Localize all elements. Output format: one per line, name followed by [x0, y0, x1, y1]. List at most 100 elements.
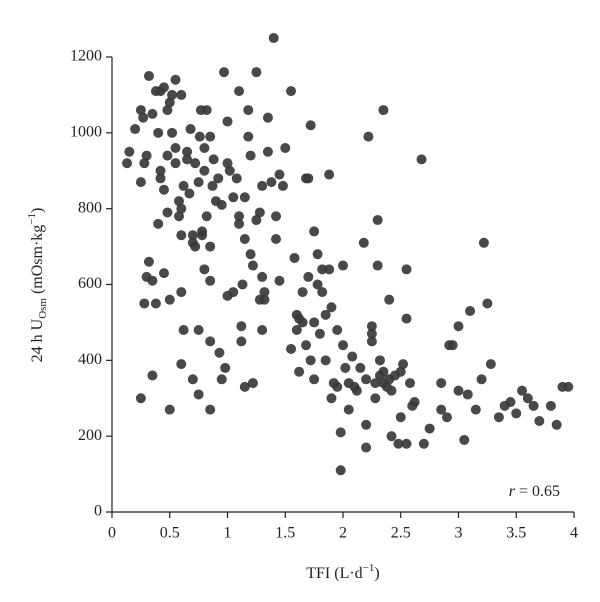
annotation: r = 0.65 [509, 483, 560, 500]
point [257, 180, 268, 191]
point [453, 321, 464, 332]
point [528, 400, 539, 411]
point [271, 234, 282, 244]
point [294, 366, 305, 377]
point [158, 184, 169, 195]
point [280, 143, 291, 153]
point [395, 366, 406, 377]
point [243, 131, 254, 142]
point [370, 393, 381, 404]
point [297, 317, 308, 328]
y-label-sup: −1 [26, 213, 38, 225]
point [170, 74, 181, 85]
point [176, 287, 187, 298]
point [266, 177, 277, 188]
point [147, 108, 158, 119]
point [173, 211, 184, 222]
point [262, 112, 273, 123]
point [222, 116, 233, 127]
point [205, 275, 216, 286]
point [205, 131, 216, 142]
point [245, 150, 256, 161]
point [205, 241, 216, 252]
point [343, 404, 354, 415]
point [401, 313, 412, 324]
point [150, 298, 161, 309]
point [418, 438, 429, 449]
point [130, 124, 141, 135]
point [309, 317, 320, 328]
point [213, 173, 224, 184]
point [164, 404, 175, 415]
point [207, 180, 218, 191]
point [378, 366, 389, 377]
point [384, 294, 395, 305]
point [277, 180, 288, 191]
point [361, 374, 372, 385]
x-label-text: TFI (L·d [306, 565, 362, 582]
point [141, 150, 152, 161]
point [309, 374, 320, 385]
point [245, 249, 256, 260]
point [178, 180, 189, 191]
point [257, 325, 268, 335]
point [393, 438, 404, 449]
point [401, 264, 412, 275]
point [465, 306, 476, 317]
point [224, 165, 235, 176]
x-tick-label: 2 [339, 525, 347, 542]
point [153, 218, 164, 229]
point [257, 271, 268, 282]
point [386, 431, 397, 442]
point [194, 131, 205, 142]
point [459, 434, 470, 445]
point [158, 82, 169, 93]
point [303, 271, 314, 282]
point [239, 234, 250, 244]
point [164, 97, 175, 108]
point [208, 154, 219, 165]
point [199, 165, 210, 176]
point [447, 340, 458, 351]
point [259, 294, 270, 305]
point [324, 264, 335, 275]
point [366, 328, 377, 339]
point [197, 226, 208, 237]
point [158, 268, 169, 279]
annotation-text: = 0.65 [515, 483, 560, 500]
point [436, 404, 447, 415]
point [470, 404, 481, 415]
point [271, 211, 282, 222]
point [201, 211, 212, 222]
point [135, 177, 146, 188]
point [190, 158, 201, 169]
point [176, 359, 187, 370]
point [138, 112, 149, 123]
point [511, 408, 522, 419]
point [374, 355, 385, 366]
point [216, 199, 227, 210]
point [478, 237, 489, 248]
point [201, 105, 212, 116]
point [314, 328, 325, 339]
point [205, 336, 216, 347]
point [404, 378, 415, 389]
x-tick-label: 4 [570, 525, 578, 542]
point [317, 287, 328, 298]
point [366, 321, 377, 332]
point [222, 158, 233, 169]
y-label-text: 24 h U [29, 318, 46, 362]
point [370, 378, 381, 389]
point [135, 105, 146, 116]
point [401, 438, 412, 449]
y-tick-label: 400 [78, 351, 102, 368]
point [534, 416, 545, 426]
y-axis-label: 24 h UOsm (mOsm·kg−1) [26, 208, 49, 363]
point [289, 252, 300, 263]
point [545, 400, 556, 411]
y-tick-label: 1000 [70, 124, 102, 141]
y-label-text: ) [29, 208, 46, 213]
point [462, 389, 473, 400]
point [259, 287, 270, 298]
x-tick-label: 3 [455, 525, 463, 542]
